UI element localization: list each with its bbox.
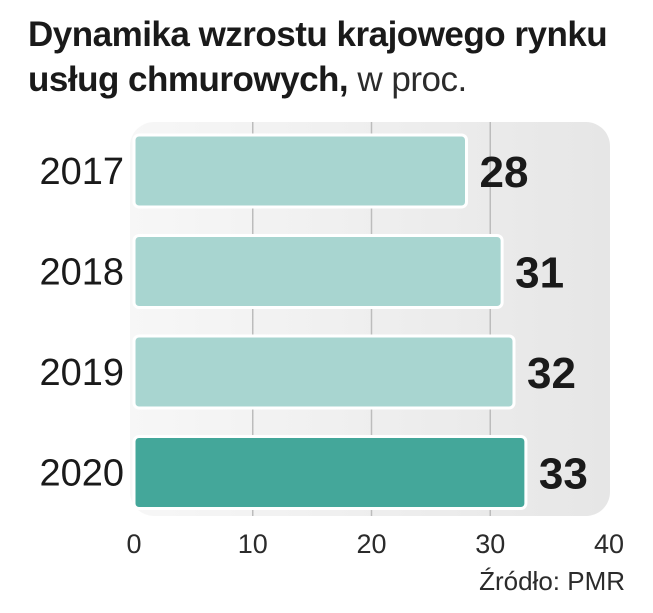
bar-2018 xyxy=(132,234,504,309)
title-line-1: Dynamika wzrostu krajowego rynku xyxy=(28,15,608,54)
title-unit: w proc. xyxy=(348,60,467,99)
category-label-2017: 2017 xyxy=(39,151,124,193)
value-labels: 28 31 32 33 xyxy=(480,148,588,499)
title-line-2: usług chmurowych, xyxy=(28,60,349,99)
x-tick-label: 0 xyxy=(126,529,141,559)
category-label-2018: 2018 xyxy=(39,252,124,294)
x-tick-label: 10 xyxy=(238,529,268,559)
value-label-2019: 32 xyxy=(527,349,576,398)
category-label-2020: 2020 xyxy=(39,453,124,495)
bars xyxy=(132,133,528,510)
bar-2020 xyxy=(132,435,528,510)
source-note: Źródło: PMR xyxy=(479,566,625,596)
x-tick-label: 30 xyxy=(475,529,505,559)
category-label-2019: 2019 xyxy=(39,352,124,394)
bar-2019 xyxy=(132,334,516,410)
bar-2017 xyxy=(132,133,468,209)
value-label-2018: 31 xyxy=(515,249,564,298)
category-labels: 2017 2018 2019 2020 xyxy=(39,151,124,495)
x-tick-label: 20 xyxy=(356,529,386,559)
chart-title: Dynamika wzrostu krajowego rynku usług c… xyxy=(28,12,648,102)
value-label-2020: 33 xyxy=(539,450,588,499)
x-tick-labels: 0 10 20 30 40 xyxy=(126,529,624,559)
value-label-2017: 28 xyxy=(480,148,529,197)
x-tick-label: 40 xyxy=(594,529,624,559)
